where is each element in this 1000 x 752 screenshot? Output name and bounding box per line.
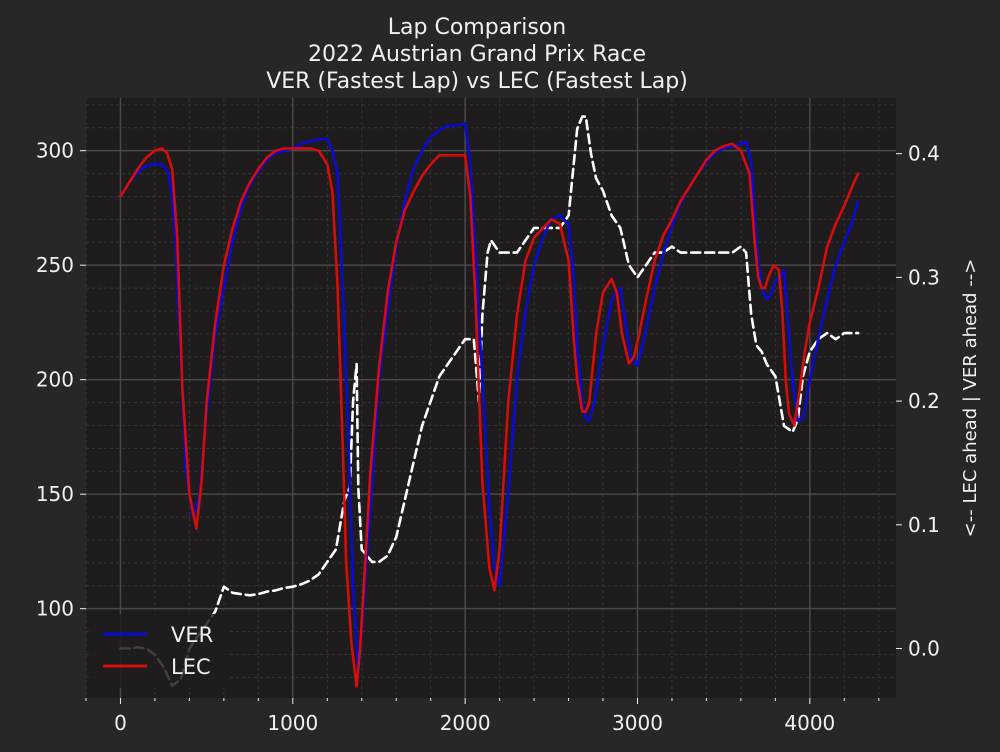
series-layer xyxy=(119,115,860,688)
y-right-tick-label: 0.4 xyxy=(908,142,940,166)
y-tick-label: 200 xyxy=(36,368,74,392)
legend-label-ver: VER xyxy=(171,623,213,647)
ticks-layer: 0 1000 2000 3000 4000 100 150 200 250 300 0.0 0.1 0.… xyxy=(36,139,940,735)
legend: VER LEC xyxy=(91,614,227,688)
right-axis-label: <-- LEC ahead | VER ahead --> xyxy=(960,259,981,538)
x-tick-label: 3000 xyxy=(612,711,663,735)
y-tick-label: 250 xyxy=(36,253,74,277)
x-tick-label: 2000 xyxy=(440,711,491,735)
major-grid xyxy=(86,98,896,698)
y-right-tick-label: 0.3 xyxy=(908,265,940,289)
y-right-tick-label: 0.2 xyxy=(908,389,940,413)
series-line-delta xyxy=(119,115,860,687)
chart-title-line-1: Lap Comparison xyxy=(388,15,566,40)
y-tick-label: 300 xyxy=(36,139,74,163)
chart-title-line-3: VER (Fastest Lap) vs LEC (Fastest Lap) xyxy=(266,69,688,94)
x-tick-label: 0 xyxy=(114,711,127,735)
x-tick-label: 1000 xyxy=(267,711,318,735)
minor-grid xyxy=(85,98,896,698)
y-right-tick-label: 0.1 xyxy=(908,513,940,537)
chart-title-line-2: 2022 Austrian Grand Prix Race xyxy=(308,42,646,67)
legend-label-lec: LEC xyxy=(171,655,211,679)
y-right-tick-label: 0.0 xyxy=(908,637,940,661)
y-tick-label: 100 xyxy=(36,597,74,621)
x-tick-label: 4000 xyxy=(784,711,835,735)
y-tick-label: 150 xyxy=(36,482,74,506)
series-line-lec xyxy=(119,142,860,688)
